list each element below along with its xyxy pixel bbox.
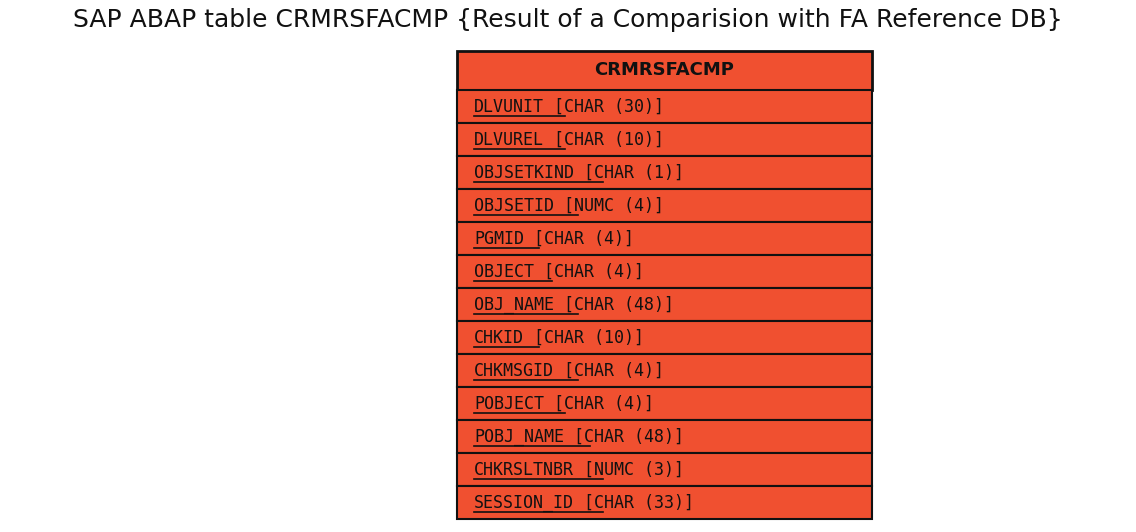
Text: [CHAR (4)]: [CHAR (4)] bbox=[525, 230, 634, 248]
Text: OBJSETKIND: OBJSETKIND bbox=[475, 164, 575, 182]
FancyBboxPatch shape bbox=[457, 420, 872, 453]
FancyBboxPatch shape bbox=[457, 156, 872, 189]
Text: [CHAR (33)]: [CHAR (33)] bbox=[574, 494, 694, 512]
FancyBboxPatch shape bbox=[457, 288, 872, 321]
FancyBboxPatch shape bbox=[457, 255, 872, 288]
FancyBboxPatch shape bbox=[457, 486, 872, 519]
Text: PGMID: PGMID bbox=[475, 230, 525, 248]
FancyBboxPatch shape bbox=[457, 222, 872, 255]
Text: [CHAR (4)]: [CHAR (4)] bbox=[554, 362, 665, 380]
Text: POBJECT: POBJECT bbox=[475, 395, 544, 413]
Text: SAP ABAP table CRMRSFACMP {Result of a Comparision with FA Reference DB}: SAP ABAP table CRMRSFACMP {Result of a C… bbox=[73, 8, 1063, 32]
FancyBboxPatch shape bbox=[457, 189, 872, 222]
Text: [CHAR (4)]: [CHAR (4)] bbox=[534, 263, 644, 281]
Text: [CHAR (1)]: [CHAR (1)] bbox=[574, 164, 684, 182]
Text: DLVUREL: DLVUREL bbox=[475, 131, 544, 149]
Text: OBJ_NAME: OBJ_NAME bbox=[475, 296, 554, 314]
FancyBboxPatch shape bbox=[457, 90, 872, 123]
Text: CHKRSLTNBR: CHKRSLTNBR bbox=[475, 461, 575, 479]
FancyBboxPatch shape bbox=[457, 387, 872, 420]
FancyBboxPatch shape bbox=[457, 354, 872, 387]
Text: [CHAR (10)]: [CHAR (10)] bbox=[544, 131, 665, 149]
Text: [CHAR (30)]: [CHAR (30)] bbox=[544, 98, 665, 116]
Text: [CHAR (48)]: [CHAR (48)] bbox=[554, 296, 675, 314]
FancyBboxPatch shape bbox=[457, 123, 872, 156]
Text: OBJSETID: OBJSETID bbox=[475, 197, 554, 215]
Text: CHKID: CHKID bbox=[475, 329, 525, 347]
Text: CRMRSFACMP: CRMRSFACMP bbox=[594, 62, 735, 79]
Text: [CHAR (48)]: [CHAR (48)] bbox=[565, 428, 684, 446]
FancyBboxPatch shape bbox=[457, 51, 872, 90]
Text: OBJECT: OBJECT bbox=[475, 263, 534, 281]
Text: [CHAR (4)]: [CHAR (4)] bbox=[544, 395, 654, 413]
Text: SESSION_ID: SESSION_ID bbox=[475, 494, 575, 512]
Text: DLVUNIT: DLVUNIT bbox=[475, 98, 544, 116]
FancyBboxPatch shape bbox=[457, 321, 872, 354]
Text: [NUMC (3)]: [NUMC (3)] bbox=[574, 461, 684, 479]
FancyBboxPatch shape bbox=[457, 453, 872, 486]
Text: POBJ_NAME: POBJ_NAME bbox=[475, 428, 565, 446]
Text: CHKMSGID: CHKMSGID bbox=[475, 362, 554, 380]
Text: [NUMC (4)]: [NUMC (4)] bbox=[554, 197, 665, 215]
Text: [CHAR (10)]: [CHAR (10)] bbox=[525, 329, 644, 347]
